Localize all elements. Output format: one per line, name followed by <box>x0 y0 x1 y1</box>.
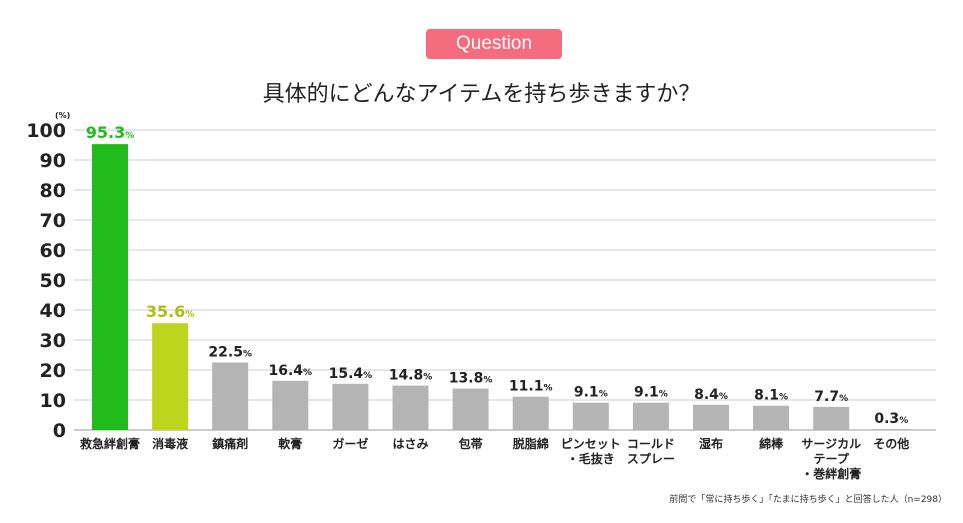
data-label: 35.6% <box>146 302 195 321</box>
data-label: 8.1% <box>754 388 788 404</box>
data-label: 11.1% <box>509 379 553 395</box>
data-label: 0.3% <box>874 411 908 427</box>
data-label: 9.1% <box>574 385 608 401</box>
bar <box>813 406 850 430</box>
bar <box>152 323 189 430</box>
x-tick-label: スプレー <box>627 451 675 466</box>
y-tick-label: 20 <box>40 360 66 382</box>
x-tick-label: はさみ <box>392 437 428 451</box>
x-tick-label: 包帯 <box>458 436 483 451</box>
x-tick-label: ・巻絆創膏 <box>801 466 861 481</box>
y-tick-label: 90 <box>40 150 66 172</box>
data-label: 16.4% <box>269 363 313 379</box>
x-tick-label: ピンセット <box>561 437 621 451</box>
x-tick-label: 軟膏 <box>278 436 302 451</box>
y-tick-label: 60 <box>40 240 66 262</box>
data-label: 14.8% <box>389 368 433 384</box>
x-tick-label: ・毛抜き <box>567 451 615 466</box>
x-tick-label: 救急絆創膏 <box>80 436 140 451</box>
bar <box>632 402 669 430</box>
bar <box>693 404 729 430</box>
x-tick-label: コールド <box>627 437 675 451</box>
x-tick-label: 鎮痛剤 <box>212 436 248 451</box>
bar <box>873 429 910 431</box>
data-label: 95.3% <box>86 123 135 142</box>
bar <box>572 402 609 430</box>
data-label: 22.5% <box>208 345 252 361</box>
x-tick-label: ガーゼ <box>332 436 368 451</box>
bar <box>753 405 790 430</box>
x-tick-label: 湿布 <box>699 436 723 451</box>
x-tick-label: 消毒液 <box>152 436 188 451</box>
y-tick-label: 0 <box>53 420 66 442</box>
bar <box>332 383 369 430</box>
x-tick-label: 脱脂綿 <box>513 436 549 451</box>
y-tick-label: 10 <box>40 390 66 412</box>
question-badge: Question <box>426 29 562 59</box>
data-label: 13.8% <box>449 371 493 387</box>
bar <box>452 388 489 430</box>
bar <box>212 362 249 430</box>
chart-title: 具体的にどんなアイテムを持ち歩きますか？ <box>262 82 701 107</box>
x-tick-label: サージカル <box>801 437 861 451</box>
bar <box>272 380 309 430</box>
y-tick-label: 70 <box>40 210 66 232</box>
bar <box>392 385 429 430</box>
x-tick-label: 綿棒 <box>759 436 784 451</box>
data-label: 15.4% <box>329 366 373 382</box>
bar <box>92 144 128 430</box>
y-tick-label: 80 <box>40 180 66 202</box>
data-label: 9.1% <box>634 385 668 401</box>
y-tick-label: 100 <box>26 120 66 142</box>
bar <box>512 396 549 430</box>
y-unit-label: (%) <box>55 111 70 120</box>
x-tick-label: テープ <box>814 451 850 466</box>
x-tick-label: その他 <box>873 436 909 451</box>
footnote: 前問で「常に持ち歩く」「たまに持ち歩く」と回答した人（n=298） <box>669 495 947 505</box>
data-label: 8.4% <box>694 387 728 403</box>
y-tick-label: 50 <box>40 270 66 292</box>
y-tick-label: 30 <box>40 330 66 352</box>
data-label: 7.7% <box>814 389 848 405</box>
y-tick-label: 40 <box>40 300 66 322</box>
